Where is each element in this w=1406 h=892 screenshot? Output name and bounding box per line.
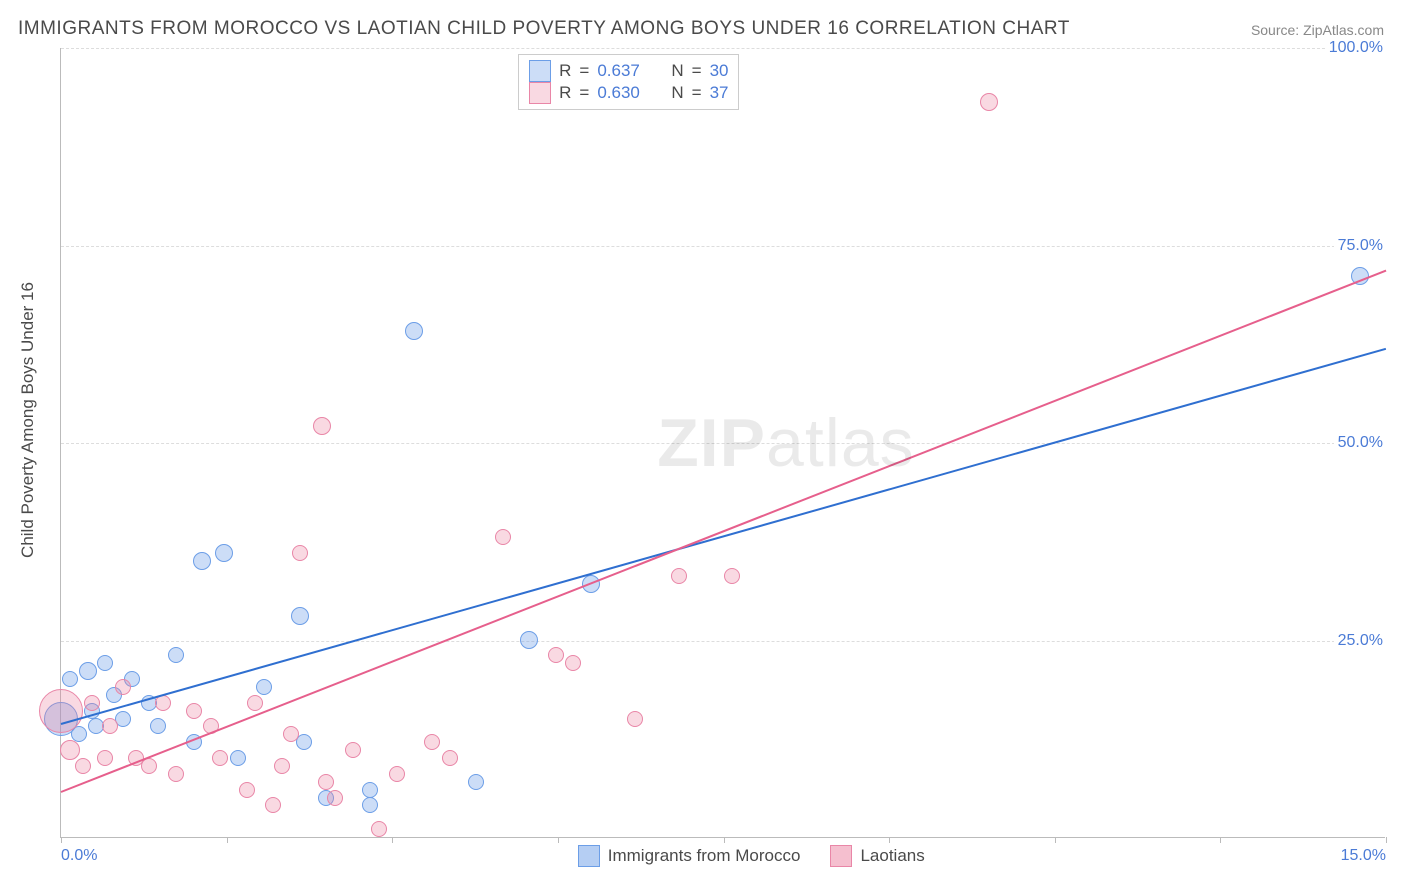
legend-eq: =: [692, 83, 702, 103]
scatter-point: [520, 631, 538, 649]
scatter-point: [980, 93, 998, 111]
x-tick-mark: [724, 837, 725, 843]
scatter-point: [495, 529, 511, 545]
scatter-point: [97, 750, 113, 766]
scatter-point: [291, 607, 309, 625]
scatter-point: [60, 740, 80, 760]
y-axis-label: Child Poverty Among Boys Under 16: [18, 282, 38, 558]
scatter-point: [424, 734, 440, 750]
gridline-h: [61, 443, 1385, 444]
scatter-point: [292, 545, 308, 561]
scatter-point: [362, 782, 378, 798]
source-label: Source: ZipAtlas.com: [1251, 22, 1384, 38]
scatter-point: [362, 797, 378, 813]
gridline-h: [61, 246, 1385, 247]
scatter-point: [313, 417, 331, 435]
scatter-point: [84, 695, 100, 711]
scatter-point: [327, 790, 343, 806]
x-tick-mark: [227, 837, 228, 843]
legend-eq: =: [579, 83, 589, 103]
legend-r-label: R: [559, 61, 571, 81]
legend-item: Laotians: [830, 845, 924, 867]
x-tick-mark: [1220, 837, 1221, 843]
scatter-point: [168, 647, 184, 663]
legend-row: R = 0.637 N = 30: [529, 60, 728, 82]
legend-r-value: 0.630: [597, 83, 651, 103]
scatter-point: [548, 647, 564, 663]
scatter-point: [150, 718, 166, 734]
scatter-point: [97, 655, 113, 671]
scatter-point: [318, 774, 334, 790]
legend-eq: =: [692, 61, 702, 81]
legend-r-label: R: [559, 83, 571, 103]
scatter-point: [256, 679, 272, 695]
scatter-point: [75, 758, 91, 774]
legend-n-label: N: [671, 83, 683, 103]
scatter-point: [230, 750, 246, 766]
series-legend: Immigrants from Morocco Laotians: [578, 845, 925, 867]
legend-n-label: N: [671, 61, 683, 81]
legend-r-value: 0.637: [597, 61, 651, 81]
x-tick-mark: [1386, 837, 1387, 843]
legend-n-value: 30: [710, 61, 729, 81]
plot-area: 25.0%50.0%75.0%100.0%0.0%15.0%ZIPatlasR=…: [60, 48, 1385, 838]
scatter-point: [193, 552, 211, 570]
legend-swatch: [578, 845, 600, 867]
scatter-point: [468, 774, 484, 790]
scatter-point: [565, 655, 581, 671]
scatter-point: [247, 695, 263, 711]
legend-eq: =: [579, 61, 589, 81]
x-tick-mark: [392, 837, 393, 843]
correlation-legend: R = 0.637 N = 30 R = 0.630 N = 37: [518, 54, 739, 110]
scatter-point: [371, 821, 387, 837]
scatter-point: [345, 742, 361, 758]
scatter-point: [389, 766, 405, 782]
legend-label: Immigrants from Morocco: [608, 846, 801, 866]
chart-title: IMMIGRANTS FROM MOROCCO VS LAOTIAN CHILD…: [18, 18, 1070, 40]
trend-line: [61, 269, 1387, 792]
scatter-point: [168, 766, 184, 782]
scatter-point: [442, 750, 458, 766]
legend-swatch: [529, 82, 551, 104]
scatter-point: [79, 662, 97, 680]
scatter-point: [724, 568, 740, 584]
scatter-point: [212, 750, 228, 766]
scatter-point: [627, 711, 643, 727]
gridline-h: [61, 48, 1385, 49]
x-tick-label: 15.0%: [1341, 847, 1386, 865]
scatter-point: [265, 797, 281, 813]
y-tick-label: 75.0%: [1334, 237, 1387, 255]
legend-label: Laotians: [860, 846, 924, 866]
y-tick-label: 50.0%: [1334, 434, 1387, 452]
scatter-point: [215, 544, 233, 562]
x-tick-label: 0.0%: [61, 847, 97, 865]
scatter-point: [186, 703, 202, 719]
y-tick-label: 25.0%: [1334, 632, 1387, 650]
x-tick-mark: [1055, 837, 1056, 843]
legend-row: R = 0.630 N = 37: [529, 82, 728, 104]
scatter-point: [115, 679, 131, 695]
scatter-point: [274, 758, 290, 774]
scatter-point: [39, 689, 83, 733]
scatter-point: [283, 726, 299, 742]
legend-swatch: [830, 845, 852, 867]
x-tick-mark: [558, 837, 559, 843]
scatter-point: [62, 671, 78, 687]
trend-line: [61, 348, 1387, 725]
scatter-point: [405, 322, 423, 340]
legend-swatch: [529, 60, 551, 82]
x-tick-mark: [61, 837, 62, 843]
y-tick-label: 100.0%: [1325, 39, 1387, 57]
legend-n-value: 37: [710, 83, 729, 103]
legend-item: Immigrants from Morocco: [578, 845, 801, 867]
scatter-point: [239, 782, 255, 798]
scatter-point: [671, 568, 687, 584]
x-tick-mark: [889, 837, 890, 843]
scatter-point: [102, 718, 118, 734]
gridline-h: [61, 641, 1385, 642]
